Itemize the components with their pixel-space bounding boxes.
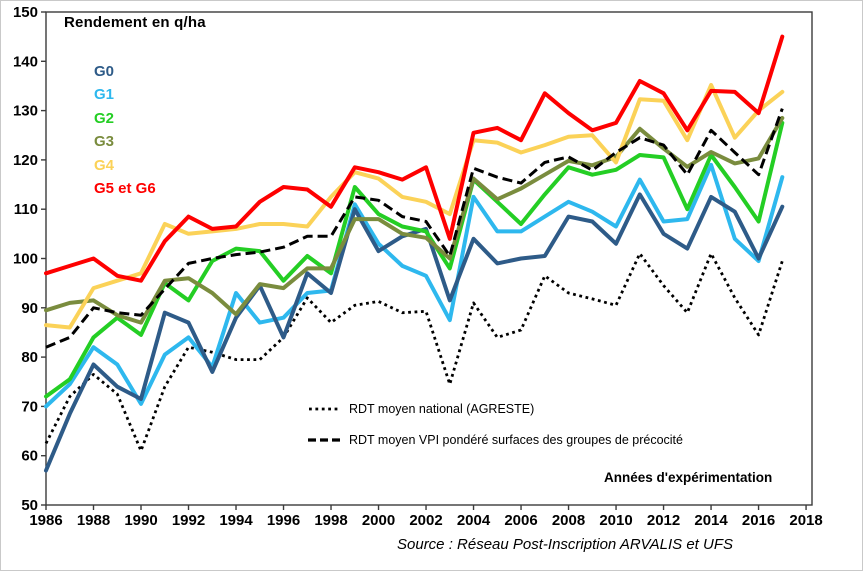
y-tick-label: 150 (13, 4, 38, 21)
y-tick-label: 80 (21, 349, 38, 366)
x-tick-label: 2002 (409, 512, 442, 529)
legend-item-g1: G1 (94, 86, 115, 104)
series-line-g5-et-g6 (44, 34, 785, 283)
legend-row-agreste: RDT moyen national (AGRESTE) (308, 401, 683, 417)
dashed-line-icon (308, 438, 342, 442)
x-tick-label: 1996 (267, 512, 300, 529)
y-tick-label: 70 (21, 398, 38, 415)
x-tick-label: 1990 (124, 512, 157, 529)
y-tick-label: 120 (13, 152, 38, 169)
reference-legend: RDT moyen national (AGRESTE) RDT moyen V… (308, 401, 683, 463)
legend-label-vpi: RDT moyen VPI pondéré surfaces des group… (349, 433, 683, 447)
y-tick-label: 90 (21, 300, 38, 317)
y-tick-label: 60 (21, 448, 38, 465)
series-line-rdt-moyen-national-agreste- (44, 252, 784, 453)
legend-label-agreste: RDT moyen national (AGRESTE) (349, 402, 535, 416)
x-tick-label: 2010 (599, 512, 632, 529)
y-tick-label: 140 (13, 53, 38, 70)
series-legend: G0 G1 G2 G3 G4 G5 et G6 (94, 60, 156, 200)
dotted-line-icon (309, 407, 341, 411)
x-tick-label: 2012 (647, 512, 680, 529)
legend-item-g3: G3 (94, 133, 115, 151)
x-axis-annotation: Années d'expérimentation (604, 470, 773, 485)
x-tick-label: 2014 (694, 512, 728, 529)
x-tick-label: 1988 (77, 512, 110, 529)
legend-item-g4: G4 (94, 156, 115, 174)
series-line-g4 (44, 83, 785, 330)
x-tick-label: 1992 (172, 512, 205, 529)
x-tick-label: 2006 (504, 512, 537, 529)
legend-item-g5-et-g6: G5 et G6 (94, 180, 156, 198)
x-tick-label: 2016 (742, 512, 775, 529)
series-line-rdt-moyen-vpi-pond-r-surfaces-des-groupes-de-pr-cocit- (45, 108, 784, 349)
x-tick-label: 2000 (362, 512, 395, 529)
y-tick-label: 50 (21, 497, 38, 514)
series-line-g0 (44, 192, 785, 473)
chart-title: Rendement en q/ha (64, 14, 206, 31)
x-tick-label: 1994 (219, 512, 253, 529)
legend-item-g2: G2 (94, 109, 115, 127)
x-tick-label: 1986 (29, 512, 62, 529)
x-tick-label: 1998 (314, 512, 347, 529)
legend-item-g0: G0 (94, 63, 115, 80)
x-tick-label: 2008 (552, 512, 585, 529)
y-tick-label: 110 (14, 201, 38, 218)
y-tick-label: 130 (13, 103, 38, 120)
y-tick-label: 100 (13, 251, 38, 268)
x-tick-label: 2004 (457, 512, 491, 529)
series-line-g2 (44, 120, 785, 399)
x-tick-label: 2018 (789, 512, 822, 529)
series-line-g1 (44, 162, 785, 409)
legend-row-vpi: RDT moyen VPI pondéré surfaces des group… (308, 432, 683, 448)
source-caption: Source : Réseau Post-Inscription ARVALIS… (397, 536, 733, 553)
